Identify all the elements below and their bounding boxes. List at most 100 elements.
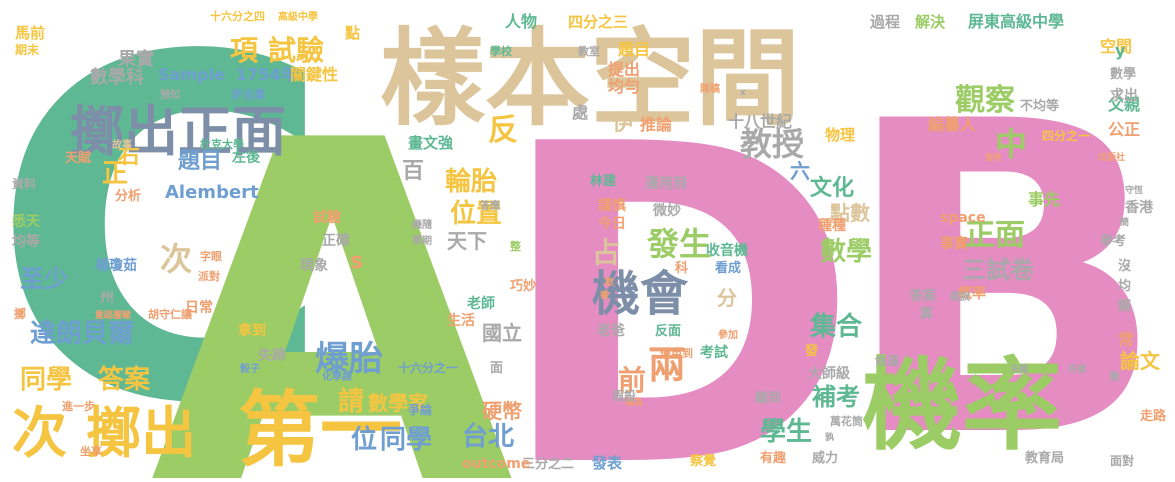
word-small: 關鍵性: [290, 65, 338, 84]
word-small: 楊瓊茹: [95, 257, 137, 274]
word-small: 預知: [160, 88, 180, 101]
word-at-least: 至少: [20, 265, 68, 293]
word-mathematician: 數學家: [368, 391, 429, 415]
word-two: 兩: [648, 343, 686, 387]
word-small: 發現: [984, 152, 1001, 162]
word-small: 點: [345, 24, 360, 42]
word-small: 字眼: [200, 249, 222, 263]
word-small: 反面: [655, 323, 681, 339]
word-small: 化學課: [322, 370, 352, 383]
word-small: 杜克大學: [200, 137, 244, 151]
word-small: 書: [600, 289, 609, 301]
word-small: 錯誤: [950, 290, 971, 303]
word-small: 常: [1118, 330, 1134, 349]
word-small: 處: [572, 103, 589, 122]
word-small: 巧妙: [510, 278, 536, 294]
word-small: 使用到: [659, 346, 693, 360]
word-small: 左後: [231, 149, 261, 166]
word-small: 拿到: [237, 322, 266, 339]
word-small: 概率: [958, 285, 986, 302]
word-small: 許志農: [232, 87, 266, 101]
word-small: 學校: [490, 44, 513, 58]
word-small: 期末: [15, 42, 40, 57]
word-small: 推論: [640, 115, 673, 134]
word-roll-heads: 擲出正面: [70, 100, 286, 163]
word-small: 伊: [611, 110, 634, 136]
word-small: 天賦: [65, 151, 91, 166]
word-dalembert: 達朗貝爾: [30, 319, 134, 349]
word-small: space: [940, 210, 986, 226]
word-small: 六: [790, 159, 810, 183]
word-small: 提出: [608, 60, 640, 79]
word-small: 故事: [112, 138, 132, 151]
word-small: 老師: [467, 295, 495, 312]
word-small: 均等: [12, 233, 40, 250]
word-classmate-2: 同學: [380, 425, 432, 455]
word-small: 生活: [447, 312, 475, 329]
word-front: 前: [618, 364, 646, 397]
word-small: 答案: [910, 288, 937, 304]
word-A: A: [150, 42, 517, 482]
word-item: 項: [230, 34, 259, 67]
word-small: 收音機: [706, 242, 748, 259]
word-position: 位置: [450, 198, 502, 229]
word-small: 參考: [1100, 233, 1126, 249]
word-blowout: 爆胎: [315, 339, 383, 379]
word-small: 現象: [300, 257, 328, 274]
word-small: 父親: [1107, 95, 1140, 114]
word-small: y: [1115, 41, 1126, 60]
word-occupy: 占: [592, 236, 620, 269]
word-times-roll: 次 擲出: [12, 401, 196, 465]
word-small: 擲: [14, 306, 26, 321]
word-small: 日常: [185, 299, 213, 316]
word-small: 走路: [1140, 408, 1167, 424]
word-anti: 反: [488, 113, 518, 148]
word-small: 解決: [915, 13, 946, 31]
word-test-paper: 三試卷: [962, 256, 1035, 284]
word-small: 察覺: [690, 453, 716, 469]
word-small: 數學科: [90, 66, 144, 88]
word-small: Sample: [158, 65, 225, 84]
word-small: 資料: [12, 176, 36, 191]
word-small: 屏東高級中學: [968, 12, 1064, 31]
word-small: 學期: [412, 234, 432, 247]
word-small: 論文: [1120, 349, 1161, 373]
word-small: 看成: [715, 260, 741, 276]
word-small: 參加: [718, 328, 738, 341]
word-small: 林建: [590, 173, 616, 189]
word-positive: 正: [102, 159, 128, 189]
word-small: 有趣: [760, 450, 787, 466]
word-small: 答應: [479, 199, 500, 212]
word-small: 正確: [322, 232, 350, 249]
word-chance: 機會: [592, 266, 689, 322]
word-small: 果實: [117, 48, 154, 70]
word-small: 空間: [1100, 37, 1132, 56]
word-small: 過程: [869, 13, 900, 31]
word-small: 爭論: [408, 402, 433, 417]
word-small: 科: [675, 260, 688, 276]
word-s: s: [350, 249, 363, 274]
word-small: 運用到: [645, 176, 687, 192]
word-small: 州: [99, 290, 114, 306]
word-answer: 答案: [98, 364, 151, 395]
word-professor: 教授: [740, 125, 804, 163]
word-small: 均: [1118, 278, 1131, 294]
word-small: 謹慎: [598, 197, 626, 214]
word-taipei: 台北: [462, 421, 514, 452]
word-small: 物理: [825, 126, 855, 144]
word-small: 簡: [1120, 216, 1129, 228]
word-observe: 觀察: [955, 83, 1016, 118]
word-small: 大師級: [808, 365, 850, 382]
word-small: 數: [605, 276, 615, 288]
word-coin: 硬幣: [482, 399, 522, 423]
word-small: 題目: [618, 40, 650, 59]
word-small: 骰子: [240, 363, 260, 375]
word-first: 第一: [238, 383, 402, 478]
word-small: 面對: [1110, 453, 1134, 468]
word-small: 沒: [1118, 258, 1132, 274]
word-small: 事先: [1028, 190, 1060, 209]
word-small: 發表: [591, 454, 623, 472]
word-trial: 試驗: [268, 34, 324, 67]
